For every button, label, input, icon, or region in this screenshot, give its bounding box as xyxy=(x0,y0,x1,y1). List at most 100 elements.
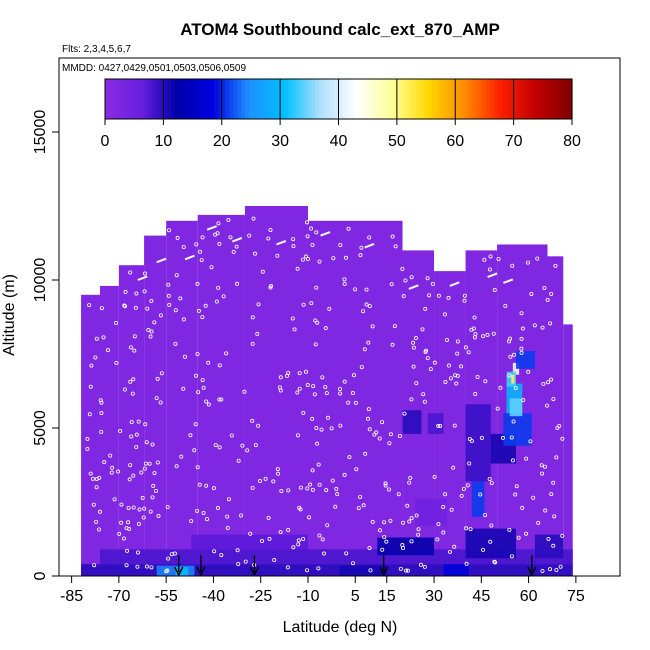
sample-point xyxy=(347,455,352,460)
sample-point xyxy=(404,568,409,573)
chart-title: ATOM4 Southbound calc_ext_870_AMP xyxy=(180,20,500,39)
sample-point xyxy=(250,315,255,320)
sample-point xyxy=(127,526,132,531)
sample-point xyxy=(507,373,512,378)
sample-point xyxy=(420,327,425,332)
colorbar-segment xyxy=(404,79,410,119)
sample-point xyxy=(320,375,325,380)
sample-point xyxy=(323,385,328,390)
colorbar-segment xyxy=(276,79,281,119)
sample-point xyxy=(198,249,203,254)
sample-point xyxy=(363,451,368,456)
sample-point xyxy=(131,473,136,478)
colorbar-segment xyxy=(260,79,266,119)
colorbar-segment xyxy=(560,79,565,119)
colorbar-segment xyxy=(381,79,386,119)
sample-point xyxy=(342,281,347,286)
sample-point xyxy=(338,391,343,396)
sample-point xyxy=(110,465,115,470)
sample-point xyxy=(214,299,219,304)
sample-point xyxy=(335,492,340,497)
x-tick-label: 30 xyxy=(425,588,443,605)
sample-point xyxy=(146,328,151,333)
colorbar-segment xyxy=(439,79,445,119)
sample-point xyxy=(380,420,385,425)
colorbar-segment xyxy=(186,79,192,119)
sample-point xyxy=(128,379,133,384)
colorbar-segment xyxy=(470,79,476,119)
sample-point xyxy=(405,503,410,508)
colorbar-segment xyxy=(392,79,398,119)
sample-points xyxy=(85,216,565,574)
sample-point xyxy=(342,277,347,282)
sample-point xyxy=(88,471,93,476)
sample-point xyxy=(126,506,131,511)
flight-leg xyxy=(231,237,243,243)
sample-point xyxy=(316,566,321,571)
sample-point xyxy=(409,516,414,521)
sample-point xyxy=(390,234,395,239)
sample-point xyxy=(155,460,160,465)
sample-point xyxy=(351,373,356,378)
sample-point xyxy=(286,528,291,533)
sample-point xyxy=(266,236,271,241)
sample-point xyxy=(361,309,366,314)
colorbar-segment xyxy=(501,79,507,119)
sample-point xyxy=(201,510,206,515)
sample-point xyxy=(312,392,317,397)
sample-point xyxy=(250,485,255,490)
sample-point xyxy=(455,373,460,378)
coverage-column xyxy=(371,220,403,577)
sample-point xyxy=(97,527,102,532)
sample-point xyxy=(526,369,531,374)
colorbar-segment xyxy=(163,79,168,119)
sample-point xyxy=(123,289,128,294)
colorbar-segment xyxy=(322,79,328,119)
sample-point xyxy=(334,486,339,491)
sample-point xyxy=(119,520,124,525)
colorbar-segment xyxy=(303,79,308,119)
arrow-head xyxy=(527,566,537,577)
sample-point xyxy=(143,422,148,427)
sample-point xyxy=(519,311,524,316)
flight-leg xyxy=(137,275,148,281)
sample-point xyxy=(217,241,222,246)
sample-point xyxy=(303,254,308,259)
sample-point xyxy=(217,445,222,450)
sample-point xyxy=(179,454,184,459)
colorbar-segment xyxy=(326,79,332,119)
colorbar-segment xyxy=(533,79,538,119)
colorbar-segment xyxy=(256,79,262,119)
sample-point xyxy=(331,256,336,261)
sample-point xyxy=(297,371,302,376)
sample-point xyxy=(448,549,453,554)
sample-point xyxy=(324,391,329,396)
colorbar-segment xyxy=(190,79,196,119)
sample-point xyxy=(383,483,388,488)
heat-cell xyxy=(377,537,435,556)
sample-point xyxy=(481,334,486,339)
coverage-column xyxy=(99,285,119,576)
sample-point xyxy=(129,434,134,439)
heat-cell xyxy=(415,499,447,526)
colorbar-segment xyxy=(108,79,114,119)
sample-point xyxy=(436,423,441,428)
sample-point xyxy=(436,293,441,298)
sample-point xyxy=(316,462,321,467)
coverage-column xyxy=(547,256,564,576)
sample-point xyxy=(122,387,127,392)
sample-point xyxy=(383,481,388,486)
x-tick-label: -25 xyxy=(249,588,272,605)
colorbar-segment xyxy=(159,79,164,119)
colorbar-segment xyxy=(167,79,172,119)
colorbar-segment xyxy=(529,79,534,119)
sample-point xyxy=(112,497,117,502)
sample-point xyxy=(128,463,133,468)
sample-point xyxy=(189,519,194,524)
sample-point xyxy=(234,244,239,249)
sample-point xyxy=(350,391,355,396)
sample-point xyxy=(400,266,405,271)
coverage-column xyxy=(563,324,573,576)
x-tick-label: 75 xyxy=(567,588,585,605)
sample-point xyxy=(236,458,241,463)
